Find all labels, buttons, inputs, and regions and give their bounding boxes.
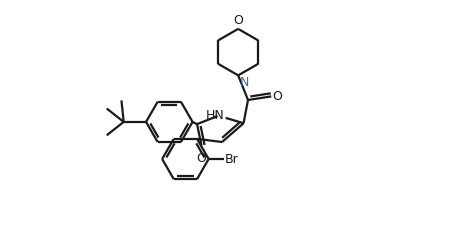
Text: O: O [197,152,207,165]
Text: Br: Br [225,153,239,166]
Text: N: N [240,76,249,89]
Text: HN: HN [206,109,225,122]
Text: O: O [233,14,243,27]
Text: O: O [272,90,282,103]
